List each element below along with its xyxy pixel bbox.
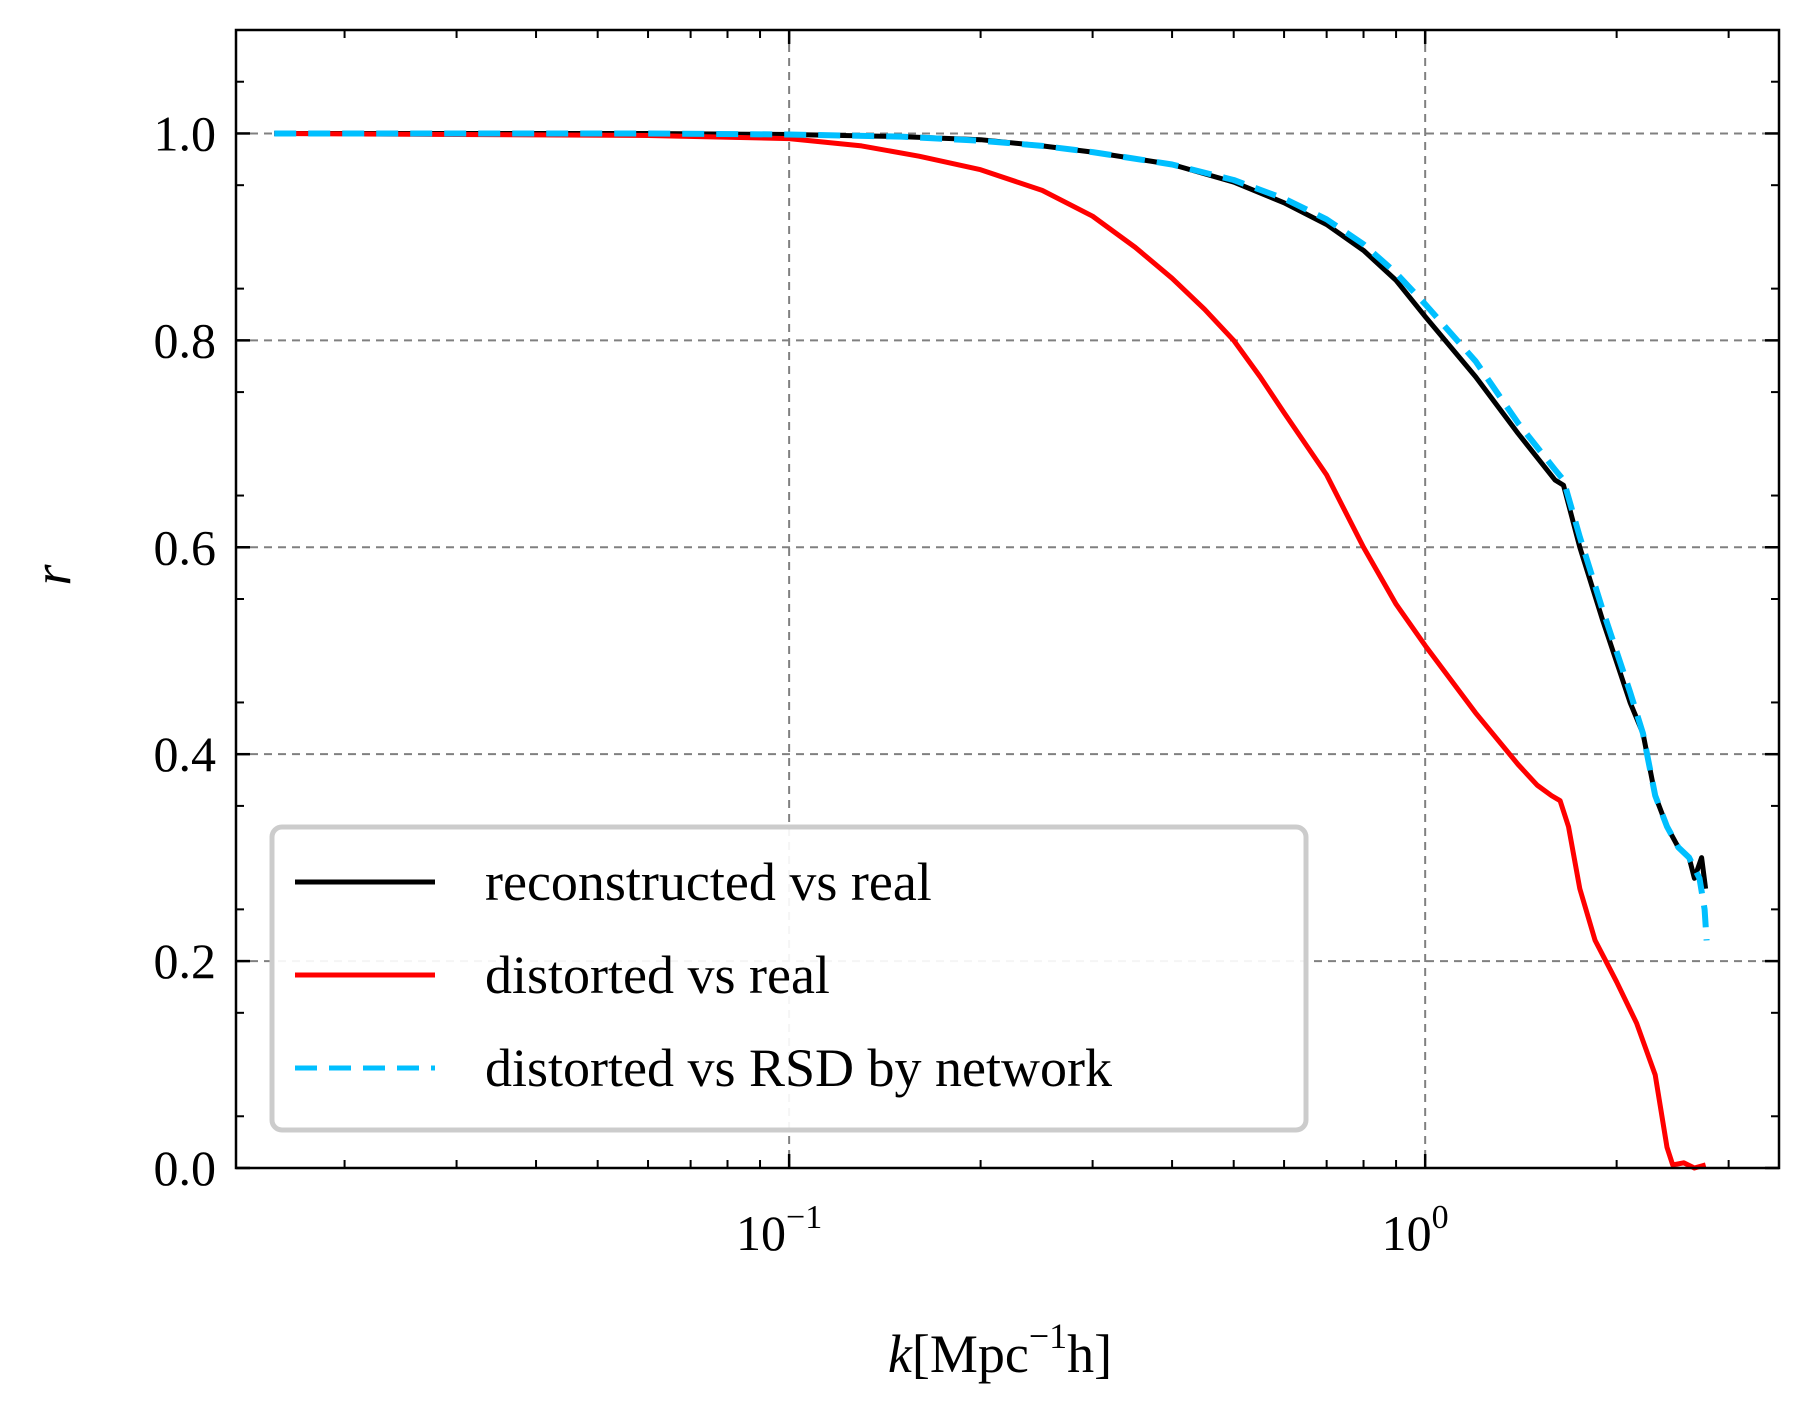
plot-frame	[234, 28, 1781, 1170]
x-axis-label: k[Mpc−1h]	[888, 1316, 1112, 1384]
x-tick-label: 10−1	[736, 1199, 822, 1261]
y-axis-label: r	[22, 564, 82, 586]
x-axis-label-unit-end: h]	[1067, 1324, 1112, 1384]
y-tick-label: 1.0	[154, 105, 217, 161]
legend-label-reconstructed: reconstructed vs real	[485, 852, 932, 912]
y-tick-label: 0.8	[154, 312, 217, 368]
x-axis-label-unit: [Mpc	[912, 1324, 1029, 1384]
x-axis-label-exponent: −1	[1029, 1316, 1067, 1356]
legend-box	[269, 824, 1309, 1133]
series-line-1	[274, 131, 1707, 1171]
x-tick-label: 100	[1382, 1199, 1449, 1261]
x-axis-label-main: k	[888, 1324, 913, 1384]
y-tick-label: 0.4	[154, 726, 217, 782]
y-tick-label: 0.2	[154, 933, 217, 989]
legend-label-network: distorted vs RSD by network	[485, 1038, 1112, 1098]
y-tick-label: 0.0	[154, 1140, 217, 1196]
series-lines	[274, 130, 1710, 1171]
legend: reconstructed vs real distorted vs real …	[269, 824, 1309, 1133]
series-line-0	[274, 131, 1709, 890]
y-tick-label: 0.6	[154, 519, 217, 575]
legend-label-distorted: distorted vs real	[485, 945, 830, 1005]
tick-labels: 0.0 0.2 0.4 0.6 0.8 1.0 10−1 100	[154, 105, 1449, 1261]
series-line-2	[274, 130, 1710, 941]
